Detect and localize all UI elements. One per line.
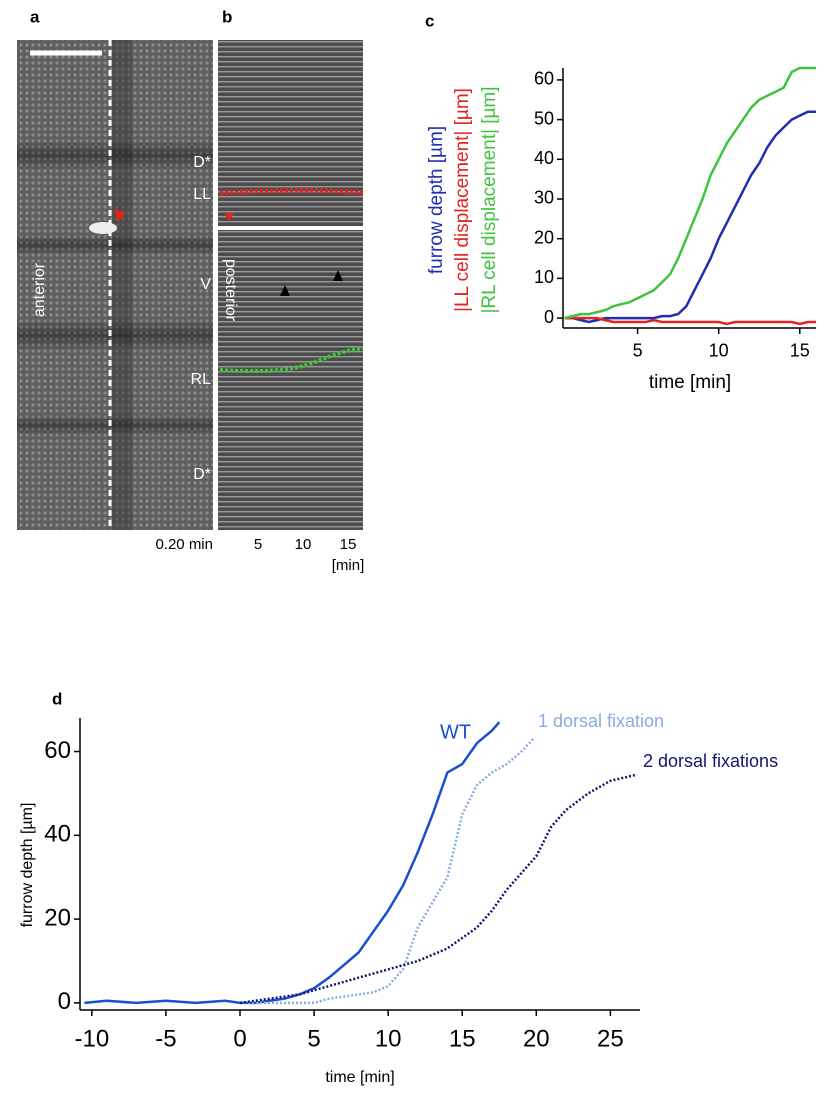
panel-label: d xyxy=(52,689,62,708)
region-label: LL xyxy=(193,186,211,203)
y-tick-label: 40 xyxy=(44,821,71,848)
x-tick-label: -5 xyxy=(155,1026,176,1053)
time-tick-label: 15 xyxy=(340,536,357,553)
series-label: WT xyxy=(440,721,471,743)
y-tick-label: 40 xyxy=(534,148,554,168)
x-tick-label: 10 xyxy=(375,1026,402,1053)
time-tick-label: 10 xyxy=(295,536,312,553)
y-tick-label: 60 xyxy=(534,69,554,89)
x-tick-label: 0 xyxy=(233,1026,246,1053)
y-tick-label: 20 xyxy=(534,227,554,247)
y-tick-label: 10 xyxy=(534,267,554,287)
time-label: 0.20 min xyxy=(155,536,213,553)
orientation-label: posterior xyxy=(222,259,239,322)
x-tick-label: 5 xyxy=(633,341,643,361)
x-tick-label: -10 xyxy=(75,1026,110,1053)
panel-label: a xyxy=(30,7,40,26)
y-tick-label: 0 xyxy=(58,988,71,1015)
panel-b-image xyxy=(214,40,364,530)
x-axis-label: time [min] xyxy=(325,1069,394,1086)
series-line xyxy=(239,773,638,1005)
x-tick-label: 25 xyxy=(597,1026,624,1053)
series-line xyxy=(564,316,816,326)
y-tick-label: 20 xyxy=(44,904,71,931)
series-label: furrow depth [µm] xyxy=(426,126,447,274)
series-label: |LL cell displacement| [µm] xyxy=(452,88,473,312)
region-label: RL xyxy=(191,371,212,388)
x-tick-label: 5 xyxy=(307,1026,320,1053)
region-label: V xyxy=(200,276,211,293)
series-label: 1 dorsal fixation xyxy=(538,711,664,731)
time-unit: [min] xyxy=(332,557,365,574)
region-label: D* xyxy=(193,466,211,483)
panel-label: c xyxy=(425,11,434,30)
panel-a-image xyxy=(17,40,213,530)
x-tick-label: 20 xyxy=(523,1026,550,1053)
orientation-label: anterior xyxy=(31,262,48,317)
series-label: |RL cell displacement| [µm] xyxy=(479,86,500,313)
series-line xyxy=(84,721,501,1005)
time-tick-label: 5 xyxy=(254,536,262,553)
series-label: 2 dorsal fixations xyxy=(643,751,778,771)
series-line xyxy=(564,66,816,320)
y-tick-label: 0 xyxy=(544,307,554,327)
y-tick-label: 30 xyxy=(534,188,554,208)
x-tick-label: 15 xyxy=(449,1026,476,1053)
y-tick-label: 50 xyxy=(534,108,554,128)
series-line xyxy=(564,110,816,324)
y-axis-label: furrow depth [µm] xyxy=(19,803,36,928)
panel-label: b xyxy=(222,7,232,26)
x-axis-label: time [min] xyxy=(649,372,731,393)
region-label: D* xyxy=(193,154,211,171)
y-tick-label: 60 xyxy=(44,737,71,764)
series-line xyxy=(240,738,535,1005)
x-tick-label: 10 xyxy=(709,341,729,361)
x-tick-label: 15 xyxy=(790,341,810,361)
